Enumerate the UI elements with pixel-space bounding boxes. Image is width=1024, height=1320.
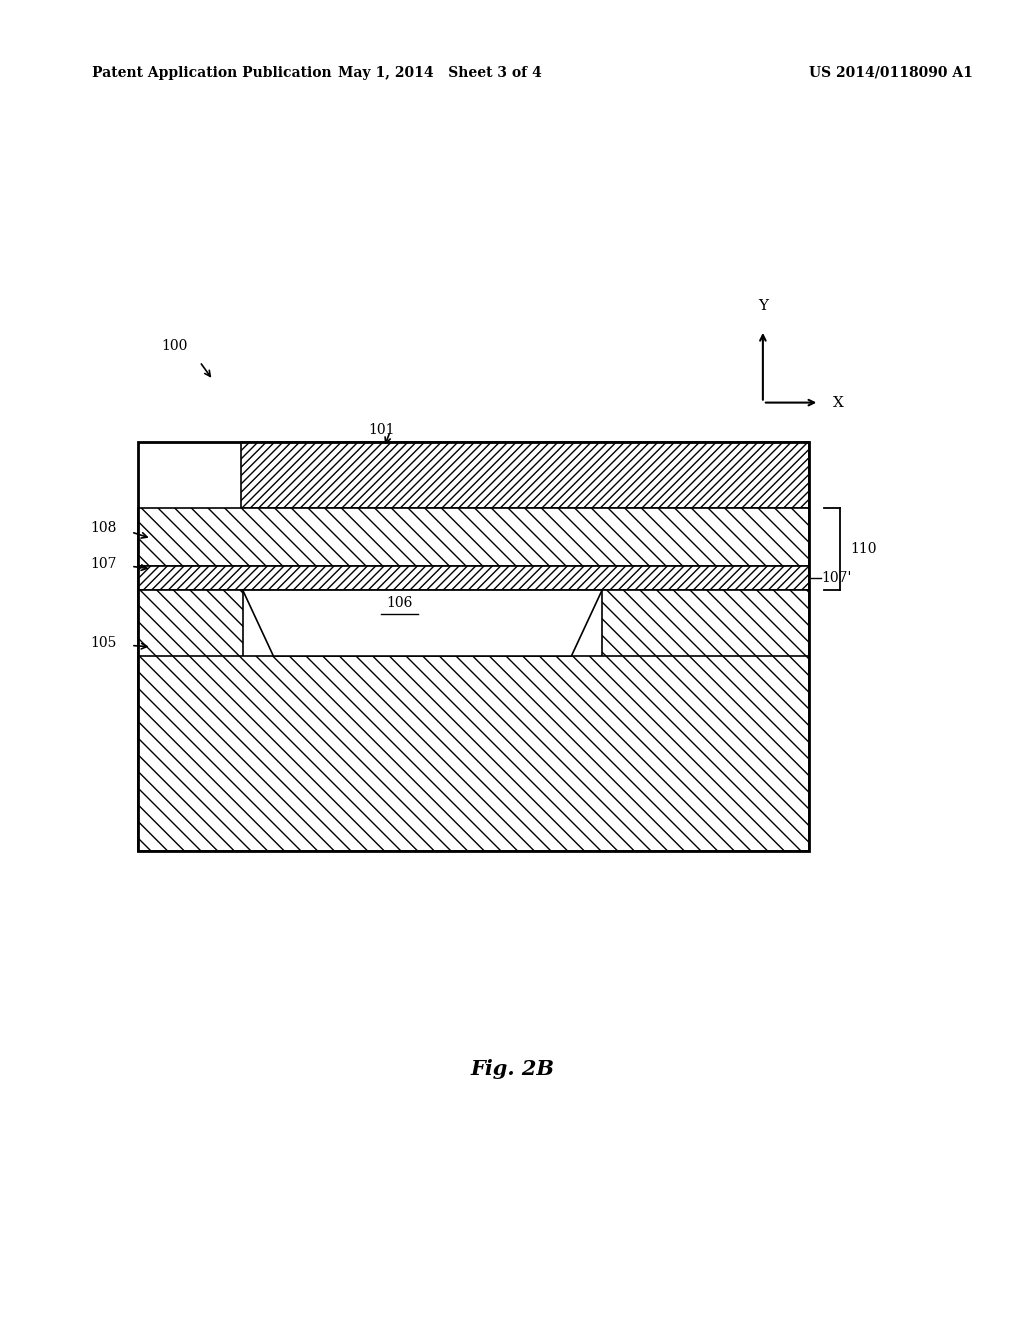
Text: 108: 108 <box>90 521 117 535</box>
Text: 101: 101 <box>369 424 395 437</box>
Bar <box>138 442 809 851</box>
Text: 107: 107 <box>90 557 117 570</box>
Text: 106: 106 <box>386 597 413 610</box>
Polygon shape <box>243 590 602 656</box>
Bar <box>138 590 243 851</box>
Bar <box>138 566 809 590</box>
Bar <box>241 442 809 508</box>
Text: 107': 107' <box>821 572 852 585</box>
Text: Patent Application Publication: Patent Application Publication <box>92 66 332 79</box>
Text: May 1, 2014   Sheet 3 of 4: May 1, 2014 Sheet 3 of 4 <box>339 66 542 79</box>
Text: Fig. 2B: Fig. 2B <box>470 1059 554 1080</box>
Bar <box>602 590 809 851</box>
Bar <box>138 656 809 851</box>
Text: 100: 100 <box>162 339 188 352</box>
Text: 110: 110 <box>850 543 877 556</box>
Text: X: X <box>833 396 844 409</box>
Text: 105: 105 <box>90 636 117 649</box>
Text: Y: Y <box>758 298 768 313</box>
Text: US 2014/0118090 A1: US 2014/0118090 A1 <box>809 66 973 79</box>
Bar <box>138 508 809 566</box>
